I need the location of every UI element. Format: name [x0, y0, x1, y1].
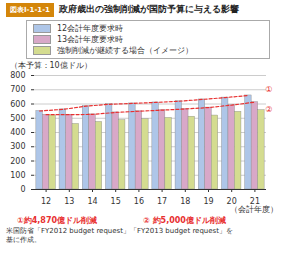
html-text:12会計年度要求時: 12会計年度要求時: [57, 24, 124, 33]
svg-text:400: 400: [10, 128, 25, 137]
html-text:基に作成。: 基に作成。: [6, 236, 41, 244]
svg-text:700: 700: [10, 85, 25, 94]
svg-text:15: 15: [111, 197, 121, 206]
svg-text:16: 16: [134, 197, 144, 206]
svg-text:300: 300: [10, 142, 25, 151]
svg-text:500: 500: [10, 114, 25, 123]
html-text:13会計年度要求時: 13会計年度要求時: [57, 35, 124, 44]
svg-text:100: 100: [10, 171, 25, 180]
svg-text:14: 14: [87, 197, 97, 206]
html-text:政府歳出の強制削減が国防予算に与える影響: 政府歳出の強制削減が国防予算に与える影響: [58, 4, 239, 14]
svg-text:20: 20: [226, 197, 237, 207]
svg-text:①: ①: [265, 85, 272, 94]
svg-text:（本予算：10億ドル）: （本予算：10億ドル）: [10, 61, 92, 70]
svg-text:200: 200: [10, 157, 25, 166]
html-text:強制削減が継続する場合（イメージ）: 強制削減が継続する場合（イメージ）: [57, 46, 193, 55]
svg-text:19: 19: [203, 197, 213, 206]
svg-text:13: 13: [64, 197, 74, 206]
svg-text:（会計年度）: （会計年度）: [230, 205, 278, 214]
html-text:①約4,870億ドル削減: ①約4,870億ドル削減: [17, 216, 97, 225]
html-text:米国防省「FY2012 budget request」「FY: 米国防省「FY2012 budget request」「FY2013 budge…: [6, 227, 233, 235]
html-text:② 約5,000億ドル削減: ② 約5,000億ドル削減: [143, 216, 226, 225]
svg-text:21: 21: [249, 197, 260, 207]
svg-text:12: 12: [41, 197, 51, 206]
svg-text:800: 800: [10, 71, 25, 80]
svg-text:600: 600: [10, 100, 25, 109]
html-text:図表I-1-1-1: 図表I-1-1-1: [10, 6, 50, 14]
svg-text:17: 17: [157, 197, 167, 206]
svg-text:18: 18: [180, 197, 190, 206]
svg-text:0: 0: [20, 185, 25, 194]
svg-text:②: ②: [265, 105, 272, 114]
